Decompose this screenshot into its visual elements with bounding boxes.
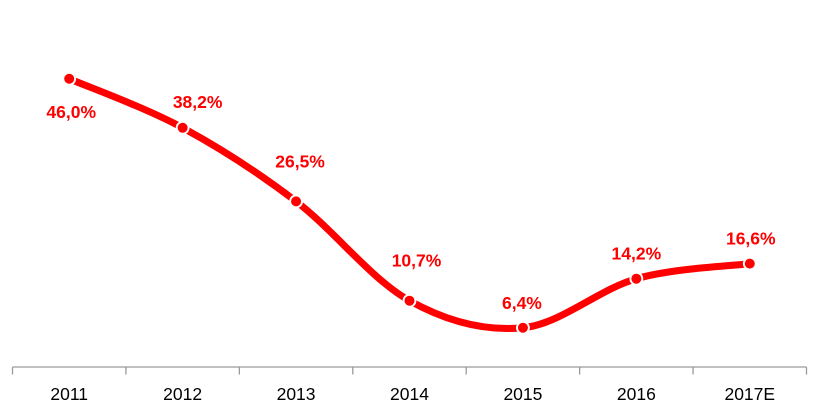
category-label: 2012 (163, 384, 202, 404)
data-point (177, 122, 188, 133)
category-label: 2014 (390, 384, 429, 404)
data-point (404, 295, 415, 306)
data-point (64, 73, 75, 84)
data-point (517, 322, 528, 333)
data-point-label: 26,5% (275, 151, 325, 171)
series-line (65, 75, 754, 332)
category-label: 2013 (277, 384, 316, 404)
data-point-label: 16,6% (726, 229, 776, 249)
data-point-label: 46,0% (46, 102, 96, 122)
category-label: 2011 (50, 384, 88, 404)
data-point (744, 258, 755, 269)
data-point (291, 196, 302, 207)
category-label: 2017E (724, 384, 775, 404)
category-label: 2016 (617, 384, 656, 404)
category-label: 2015 (503, 384, 542, 404)
data-point-label: 6,4% (502, 293, 542, 313)
data-point-label: 38,2% (173, 92, 223, 112)
data-point-label: 10,7% (392, 251, 442, 271)
data-point (631, 273, 642, 284)
data-point-label: 14,2% (612, 244, 662, 264)
